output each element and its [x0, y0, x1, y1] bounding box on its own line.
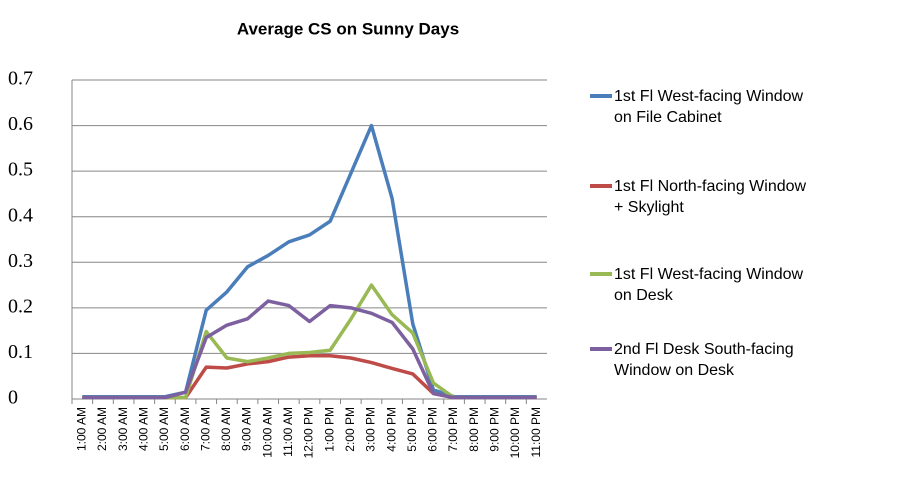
x-tick-label: 9:00 PM — [488, 407, 502, 452]
x-tick-label: 1:00 PM — [322, 407, 336, 452]
x-tick-label: 10:00 PM — [508, 407, 522, 458]
x-tick-label: 5:00 PM — [405, 407, 419, 452]
x-tick-label: 3:00 PM — [364, 407, 378, 452]
x-tick-label: 6:00 AM — [178, 407, 192, 451]
x-tick-label: 3:00 AM — [116, 407, 130, 451]
x-tick-label: 8:00 AM — [219, 407, 233, 451]
x-tick-label: 4:00 PM — [384, 407, 398, 452]
x-tick-label: 2:00 PM — [343, 407, 357, 452]
legend-label: 1st Fl North-facing Window + Skylight — [614, 178, 807, 216]
x-tick-label: 11:00 PM — [529, 407, 543, 457]
y-tick-label: 0.3 — [8, 250, 33, 272]
legend-label: 1st Fl West-facing Window on Desk — [614, 266, 804, 304]
x-tick-label: 2:00 AM — [95, 407, 109, 451]
y-tick-label: 0.5 — [8, 159, 33, 181]
series-line — [82, 283, 537, 400]
series-line — [82, 299, 537, 400]
legend-label: 2nd Fl Desk South-facing Window on Desk — [614, 341, 794, 379]
x-tick-label: 9:00 AM — [240, 407, 254, 451]
x-tick-label: 7:00 AM — [198, 407, 212, 451]
x-tick-label: 8:00 PM — [467, 407, 481, 452]
y-tick-label: 0.7 — [8, 68, 33, 90]
x-tick-label: 11:00 AM — [281, 407, 295, 457]
chart-title: Average CS on Sunny Days — [237, 19, 459, 38]
series-line — [82, 353, 537, 400]
y-tick-label: 0.4 — [8, 204, 33, 226]
y-tick-label: 0.1 — [8, 341, 33, 363]
x-tick-label: 1:00 AM — [74, 407, 88, 451]
y-tick-label: 0.2 — [8, 295, 33, 317]
y-tick-label: 0.6 — [8, 113, 33, 135]
legend-label: 1st Fl West-facing Window on File Cabine… — [614, 88, 804, 126]
x-tick-label: 7:00 PM — [446, 407, 460, 452]
x-tick-label: 5:00 AM — [157, 407, 171, 451]
x-tick-label: 12:00 PM — [302, 407, 316, 458]
y-tick-label: 0 — [8, 387, 18, 409]
x-tick-label: 10:00 AM — [260, 407, 274, 458]
x-tick-label: 6:00 PM — [426, 407, 440, 452]
x-tick-label: 4:00 AM — [136, 407, 150, 451]
